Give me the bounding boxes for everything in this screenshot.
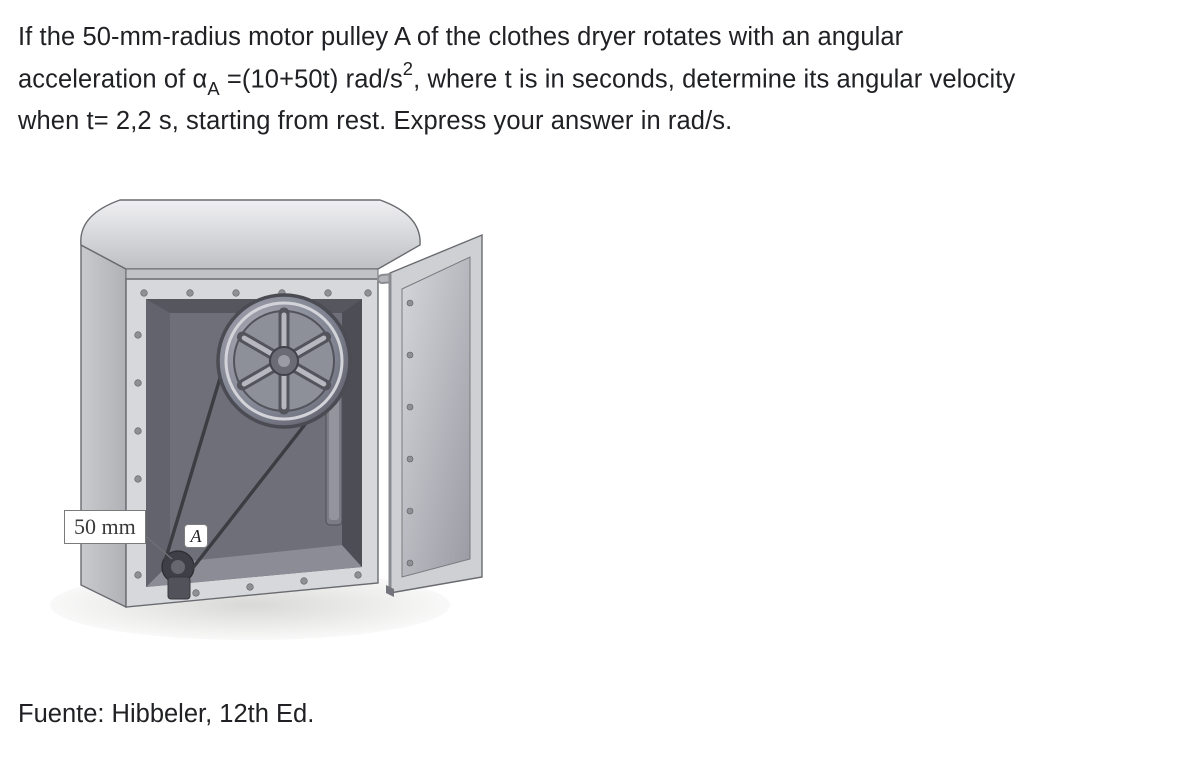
subscript-A: A	[207, 78, 219, 99]
line-1: If the 50-mm-radius motor pulley A of th…	[18, 23, 903, 51]
dryer-figure: 50 mm A	[50, 175, 530, 645]
line-2b: , where t is in seconds, determine its a…	[413, 65, 1015, 93]
figure-caption: Fuente: Hibbeler, 12th Ed.	[18, 700, 314, 729]
radius-label: 50 mm	[64, 510, 146, 544]
pulley-A-label: A	[184, 524, 208, 548]
alpha: α	[193, 65, 208, 93]
line-2a: acceleration of	[18, 65, 193, 93]
line-3: when t= 2,2 s, starting from rest. Expre…	[18, 107, 732, 135]
dryer-svg	[50, 175, 530, 645]
equation: =(10+50t) rad/s	[220, 65, 403, 93]
problem-statement: If the 50-mm-radius motor pulley A of th…	[18, 18, 1190, 141]
superscript-2: 2	[403, 58, 413, 79]
